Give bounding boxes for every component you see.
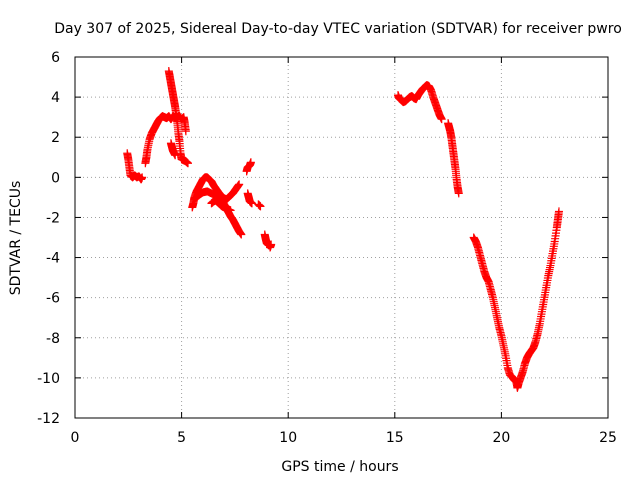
y-tick-label: -4 [46,251,60,267]
data-point [181,127,190,136]
x-tick-label: 25 [599,430,617,446]
data-point [256,202,265,211]
series-arc6 [207,196,235,215]
x-tick-label: 0 [71,430,80,446]
data-point [266,243,275,252]
y-tick-label: 2 [51,130,60,146]
y-tick-label: -2 [46,210,60,226]
data-point [247,199,256,208]
data-point [183,159,192,168]
series-arc2 [141,112,190,168]
series-arc8 [393,81,446,124]
y-tick-label: -6 [46,291,60,307]
plot-frame [74,56,609,419]
data-points [123,67,563,392]
x-tick-label: 5 [177,430,186,446]
x-tick-label: 10 [279,430,297,446]
series-arc5 [190,187,246,239]
data-point [246,158,255,167]
data-point [171,151,180,160]
x-tick-label: 20 [492,430,510,446]
series-arc10 [469,207,563,392]
data-point [226,206,235,215]
y-tick-label: 0 [51,170,60,186]
x-tick-label: 15 [386,430,404,446]
series-arc9 [444,119,463,198]
y-tick-label: 6 [51,50,60,66]
data-point [237,230,246,239]
chart-title: Day 307 of 2025, Sidereal Day-to-day VTE… [54,21,622,37]
y-tick-label: -12 [37,411,60,427]
data-point [235,180,244,189]
series-arc3 [164,67,192,168]
series-arc7 [242,158,276,252]
data-point [454,189,463,198]
y-tick-label: -8 [46,331,60,347]
y-tick-label: 4 [51,90,60,106]
data-point [437,115,446,124]
data-point [554,207,563,216]
axis-ticks: 0 5 10 15 20 25 -12 -10 -8 -6 -4 -2 0 2 4 6 [37,50,617,446]
data-point [138,173,147,182]
y-axis-label: SDTVAR / TECUs [8,181,24,296]
series-arc1 [123,149,147,184]
x-axis-label: GPS time / hours [281,459,398,475]
y-tick-label: -10 [37,371,60,387]
